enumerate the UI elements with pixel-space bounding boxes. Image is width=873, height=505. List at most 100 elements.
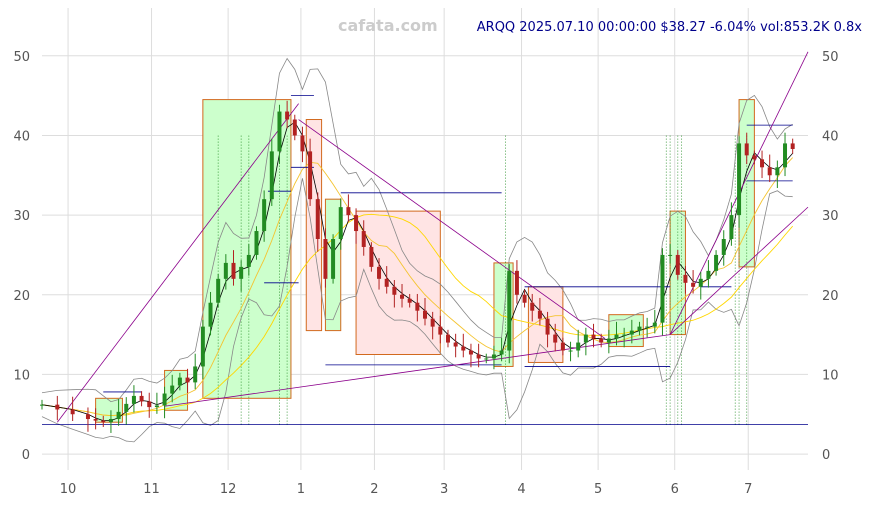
- range-box-down: [355, 210, 441, 355]
- candle-body: [423, 310, 427, 319]
- candle-body: [285, 111, 290, 120]
- candle-body: [315, 199, 320, 239]
- candle-body: [752, 155, 757, 160]
- candle-body: [415, 302, 420, 311]
- candle-body: [85, 414, 90, 420]
- candle-body: [254, 231, 259, 255]
- y-tick-label-right: 10: [822, 368, 839, 383]
- candle-body: [767, 167, 772, 176]
- candle-body: [645, 326, 650, 328]
- candle-body: [193, 366, 198, 383]
- candle-body: [637, 326, 642, 331]
- ticker-header: ARQQ 2025.07.10 00:00:00 $38.27 -6.04% v…: [477, 20, 863, 35]
- ma-long-line: [41, 213, 794, 417]
- candle-body: [262, 199, 267, 232]
- candle-body: [438, 326, 443, 335]
- candle-body: [384, 278, 389, 287]
- candle-body: [269, 151, 274, 200]
- candle-body: [70, 409, 75, 415]
- candle-body: [177, 377, 182, 386]
- candle-body: [354, 215, 359, 232]
- candle-body: [606, 338, 611, 343]
- candle-body: [277, 111, 282, 152]
- candle-body: [476, 354, 481, 359]
- x-tick-label: 7: [744, 482, 752, 497]
- trend-line: [669, 206, 809, 335]
- candle-body: [392, 286, 397, 295]
- candle-body: [522, 294, 527, 303]
- candle-body: [698, 278, 703, 287]
- y-tick-label-left: 40: [13, 129, 30, 144]
- candle-body: [300, 135, 305, 152]
- candle-body: [714, 254, 719, 271]
- ma-mid-line: [41, 157, 794, 417]
- candle-body: [629, 330, 634, 335]
- candle-body: [622, 334, 627, 336]
- candle-body: [346, 207, 351, 216]
- candle-body: [453, 342, 458, 347]
- candle-body: [683, 274, 688, 283]
- watermark-logo: cafata.com: [338, 16, 438, 35]
- candle-body: [139, 395, 144, 402]
- candle-body: [760, 159, 765, 168]
- candle-body: [675, 254, 680, 275]
- trend-line: [298, 119, 606, 339]
- x-tick-label: 11: [143, 482, 160, 497]
- candle-body: [744, 143, 749, 156]
- candle-body: [599, 338, 604, 343]
- upper-band-line: [41, 57, 793, 403]
- candle-body: [292, 119, 297, 136]
- candle-body: [323, 239, 328, 279]
- x-tick-label: 6: [671, 482, 679, 497]
- candle-body: [108, 419, 113, 423]
- candle-body: [223, 262, 228, 279]
- candle-body: [737, 143, 742, 216]
- candle-body: [537, 310, 542, 319]
- candle-body: [461, 346, 466, 351]
- candle-body: [208, 302, 213, 327]
- candle-body: [361, 231, 366, 247]
- candle-body: [614, 334, 619, 339]
- candle-body: [147, 401, 152, 408]
- candle-body: [400, 294, 405, 299]
- candle-body: [124, 403, 129, 412]
- y-tick-label-left: 20: [13, 289, 30, 304]
- candle-body: [239, 266, 244, 279]
- candle-body: [40, 404, 44, 406]
- candle-body: [331, 239, 336, 279]
- candle-body: [668, 254, 673, 256]
- y-tick-label-left: 50: [13, 50, 30, 65]
- candle-body: [553, 334, 558, 343]
- candle-body: [154, 405, 159, 408]
- x-tick-label: 2: [370, 482, 378, 497]
- candle-body: [55, 404, 60, 410]
- candle-body: [200, 326, 205, 367]
- candle-body: [783, 143, 788, 168]
- candle-body: [790, 143, 795, 149]
- ma-short-line: [41, 121, 793, 422]
- candle-body: [101, 420, 106, 423]
- candle-body: [660, 254, 665, 323]
- y-tick-label-left: 10: [13, 368, 30, 383]
- candle-body: [583, 334, 588, 343]
- y-tick-label-right: 0: [822, 448, 830, 463]
- candle-body: [445, 334, 450, 343]
- candle-body: [568, 350, 573, 352]
- candle-body: [338, 207, 343, 239]
- x-tick-label: 10: [60, 482, 77, 497]
- x-tick-label: 12: [220, 482, 237, 497]
- x-tick-label: 1: [297, 482, 305, 497]
- lower-band-line: [41, 178, 793, 443]
- candle-body: [170, 385, 175, 394]
- candle-body: [491, 354, 496, 359]
- candle-body: [246, 254, 251, 267]
- candle-body: [591, 334, 596, 339]
- candle-body: [430, 318, 435, 327]
- candle-body: [131, 395, 136, 404]
- y-tick-label-right: 30: [822, 209, 839, 224]
- candle-body: [369, 246, 374, 267]
- candle-body: [545, 318, 550, 335]
- candle-body: [729, 215, 734, 239]
